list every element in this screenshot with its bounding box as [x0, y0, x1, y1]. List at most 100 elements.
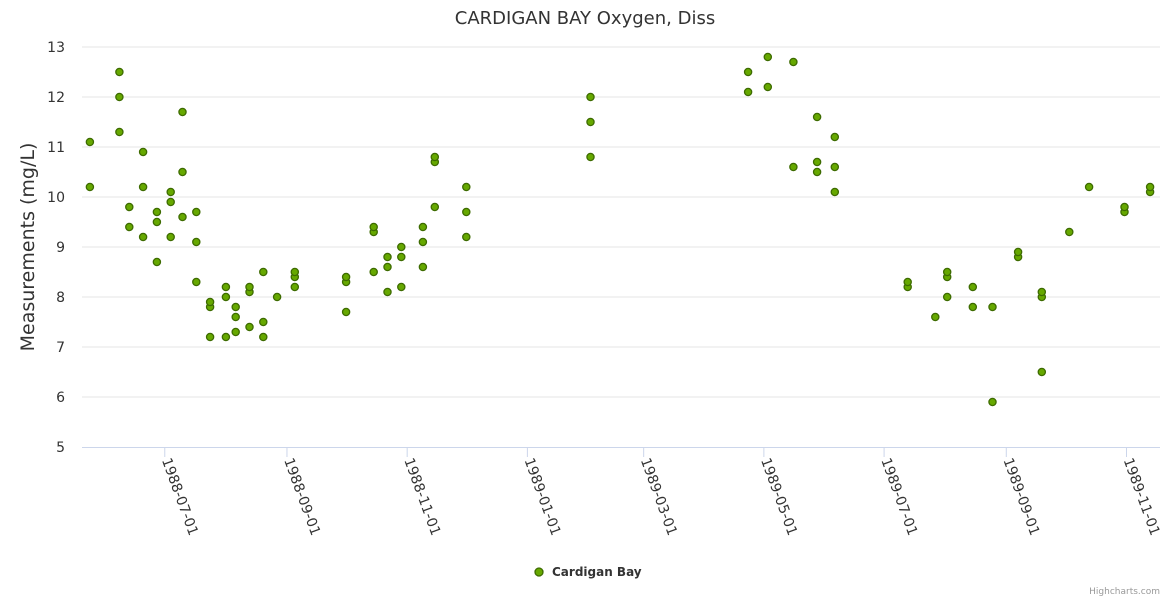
data-point[interactable]: [369, 267, 378, 277]
data-point[interactable]: [221, 282, 231, 292]
data-point[interactable]: [231, 302, 240, 312]
data-point[interactable]: [221, 332, 231, 342]
data-point[interactable]: [968, 282, 978, 292]
data-point[interactable]: [430, 202, 440, 212]
data-point[interactable]: [968, 302, 978, 312]
legend-marker-icon: [534, 567, 544, 577]
data-point[interactable]: [1084, 182, 1094, 192]
data-point[interactable]: [259, 332, 268, 342]
x-tick-label: 1989-05-01: [757, 456, 800, 538]
data-point[interactable]: [152, 207, 162, 217]
data-point[interactable]: [259, 267, 268, 277]
data-point[interactable]: [290, 267, 300, 277]
x-tick-label: 1989-01-01: [521, 456, 564, 538]
data-point[interactable]: [462, 207, 471, 217]
data-point[interactable]: [192, 237, 201, 247]
data-point[interactable]: [245, 282, 254, 292]
data-point[interactable]: [272, 292, 282, 302]
chart-title: CARDIGAN BAY Oxygen, Diss: [455, 8, 715, 29]
data-point[interactable]: [192, 277, 201, 287]
data-point[interactable]: [221, 292, 231, 302]
data-point[interactable]: [259, 317, 268, 327]
data-point[interactable]: [462, 232, 471, 242]
data-point[interactable]: [1120, 202, 1129, 212]
data-point[interactable]: [397, 252, 406, 262]
data-point[interactable]: [931, 312, 940, 322]
data-point[interactable]: [988, 397, 997, 407]
y-tick-label: 7: [56, 340, 65, 356]
data-point[interactable]: [812, 112, 822, 122]
data-point[interactable]: [430, 152, 440, 162]
data-point[interactable]: [418, 262, 428, 272]
data-point[interactable]: [586, 117, 595, 127]
x-tick-label: 1989-09-01: [1000, 456, 1043, 538]
data-point[interactable]: [1037, 287, 1047, 297]
data-point[interactable]: [1145, 182, 1155, 192]
data-point[interactable]: [178, 212, 187, 222]
data-point[interactable]: [152, 257, 162, 267]
data-point[interactable]: [418, 222, 428, 232]
data-point[interactable]: [231, 312, 240, 322]
data-point[interactable]: [138, 147, 148, 157]
data-point[interactable]: [586, 92, 595, 102]
data-point[interactable]: [369, 222, 378, 232]
legend-item-label[interactable]: Cardigan Bay: [552, 565, 642, 579]
data-point[interactable]: [290, 282, 300, 292]
data-point[interactable]: [115, 92, 124, 102]
data-point[interactable]: [115, 67, 124, 77]
data-point[interactable]: [1065, 227, 1074, 237]
data-point[interactable]: [763, 52, 773, 62]
data-point[interactable]: [462, 182, 471, 192]
data-point[interactable]: [383, 252, 392, 262]
data-point[interactable]: [789, 57, 798, 67]
data-point[interactable]: [1013, 247, 1023, 257]
data-point[interactable]: [138, 232, 148, 242]
data-point[interactable]: [166, 187, 175, 197]
data-point[interactable]: [988, 302, 997, 312]
data-point[interactable]: [586, 152, 595, 162]
data-point[interactable]: [125, 222, 134, 232]
data-point[interactable]: [903, 277, 912, 287]
data-point[interactable]: [166, 197, 175, 207]
data-point[interactable]: [115, 127, 124, 137]
data-point[interactable]: [138, 182, 148, 192]
data-point[interactable]: [341, 307, 351, 317]
data-point[interactable]: [383, 262, 392, 272]
data-point[interactable]: [245, 322, 254, 332]
data-point[interactable]: [125, 202, 134, 212]
data-point[interactable]: [743, 67, 753, 77]
data-point[interactable]: [830, 132, 840, 142]
data-point[interactable]: [942, 292, 952, 302]
data-point[interactable]: [85, 182, 95, 192]
data-point[interactable]: [830, 187, 840, 197]
data-point[interactable]: [789, 162, 798, 172]
data-point[interactable]: [205, 297, 215, 307]
y-tick-label: 5: [56, 440, 65, 456]
data-point[interactable]: [85, 137, 95, 147]
data-point[interactable]: [231, 327, 240, 337]
data-point[interactable]: [743, 87, 753, 97]
data-point[interactable]: [152, 217, 162, 227]
data-point[interactable]: [830, 162, 840, 172]
series-cardigan-bay[interactable]: [85, 52, 1155, 407]
data-point[interactable]: [383, 287, 392, 297]
data-point[interactable]: [192, 207, 201, 217]
data-point[interactable]: [812, 167, 822, 177]
data-point[interactable]: [178, 107, 187, 117]
legend[interactable]: Cardigan Bay: [534, 565, 642, 579]
data-point[interactable]: [178, 167, 187, 177]
data-point[interactable]: [166, 232, 175, 242]
data-point[interactable]: [942, 267, 952, 277]
credits-link[interactable]: Highcharts.com: [1089, 587, 1160, 597]
data-point[interactable]: [812, 157, 822, 167]
data-point[interactable]: [341, 272, 351, 282]
data-point[interactable]: [763, 82, 773, 92]
data-point[interactable]: [397, 282, 406, 292]
data-point[interactable]: [418, 237, 428, 247]
data-point[interactable]: [1037, 367, 1047, 377]
data-point[interactable]: [205, 332, 215, 342]
x-tick-label: 1989-11-01: [1120, 456, 1163, 538]
x-axis-ticks: 1988-07-01 1988-09-01 1988-11-01 1989-01-01…: [158, 447, 1163, 538]
data-point[interactable]: [397, 242, 406, 252]
y-tick-label: 10: [47, 190, 65, 206]
